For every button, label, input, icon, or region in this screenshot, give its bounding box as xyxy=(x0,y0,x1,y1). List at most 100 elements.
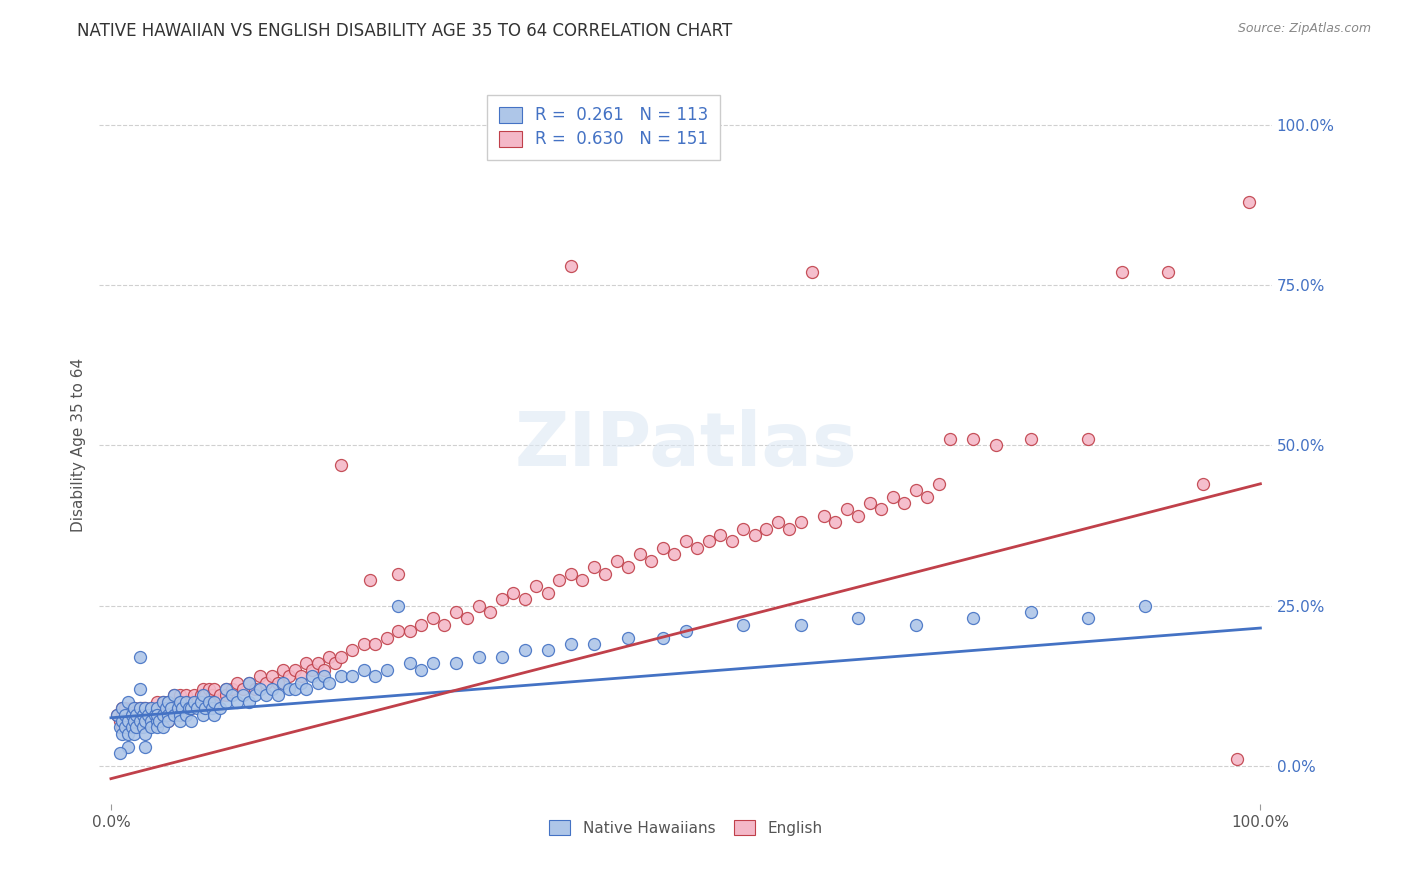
Point xyxy=(125,714,148,728)
Point xyxy=(260,681,283,696)
Point xyxy=(174,707,197,722)
Point xyxy=(617,560,640,574)
Point xyxy=(290,669,312,683)
Point xyxy=(191,689,214,703)
Point xyxy=(122,707,145,722)
Point xyxy=(456,611,478,625)
Point xyxy=(202,695,225,709)
Point xyxy=(166,695,188,709)
Point xyxy=(163,689,186,703)
Point xyxy=(1019,605,1042,619)
Point xyxy=(141,714,163,728)
Point xyxy=(191,695,214,709)
Point xyxy=(111,714,134,728)
Text: Source: ZipAtlas.com: Source: ZipAtlas.com xyxy=(1237,22,1371,36)
Point xyxy=(675,624,697,639)
Point xyxy=(342,669,364,683)
Point xyxy=(387,624,409,639)
Point xyxy=(177,695,200,709)
Point xyxy=(183,689,205,703)
Point xyxy=(155,701,177,715)
Point xyxy=(835,502,858,516)
Point xyxy=(141,720,163,734)
Point xyxy=(146,714,169,728)
Point xyxy=(524,579,547,593)
Point xyxy=(744,528,766,542)
Point xyxy=(858,496,880,510)
Point xyxy=(824,515,846,529)
Point xyxy=(157,707,180,722)
Point xyxy=(128,714,150,728)
Point xyxy=(114,720,136,734)
Y-axis label: Disability Age 35 to 64: Disability Age 35 to 64 xyxy=(72,359,86,533)
Point xyxy=(232,681,254,696)
Point xyxy=(121,701,143,715)
Point xyxy=(312,669,335,683)
Point xyxy=(628,547,651,561)
Point xyxy=(134,739,156,754)
Point xyxy=(548,573,571,587)
Point xyxy=(146,720,169,734)
Point xyxy=(323,657,346,671)
Point xyxy=(606,554,628,568)
Point xyxy=(122,701,145,715)
Point xyxy=(226,695,249,709)
Point xyxy=(444,657,467,671)
Point xyxy=(846,611,869,625)
Point xyxy=(571,573,593,587)
Point xyxy=(651,631,673,645)
Point xyxy=(152,695,174,709)
Point xyxy=(329,669,352,683)
Point xyxy=(169,714,191,728)
Point xyxy=(962,611,984,625)
Point xyxy=(117,695,139,709)
Point xyxy=(686,541,709,555)
Point xyxy=(180,701,202,715)
Point xyxy=(146,695,169,709)
Point xyxy=(136,707,159,722)
Point xyxy=(537,643,560,657)
Point xyxy=(301,669,323,683)
Point xyxy=(197,695,219,709)
Point xyxy=(157,714,180,728)
Point xyxy=(238,695,260,709)
Point xyxy=(163,707,186,722)
Point xyxy=(232,689,254,703)
Point xyxy=(177,701,200,715)
Point xyxy=(221,681,243,696)
Point xyxy=(813,508,835,523)
Point xyxy=(375,631,398,645)
Point xyxy=(128,707,150,722)
Point xyxy=(136,707,159,722)
Point xyxy=(105,707,128,722)
Point xyxy=(191,681,214,696)
Point xyxy=(284,663,307,677)
Point xyxy=(146,701,169,715)
Point xyxy=(134,727,156,741)
Point xyxy=(387,599,409,613)
Point xyxy=(1226,752,1249,766)
Point xyxy=(105,707,128,722)
Point xyxy=(422,611,444,625)
Point xyxy=(260,669,283,683)
Point xyxy=(1019,432,1042,446)
Point xyxy=(183,695,205,709)
Point xyxy=(307,657,329,671)
Point xyxy=(128,649,150,664)
Point xyxy=(159,701,181,715)
Point xyxy=(134,701,156,715)
Point xyxy=(134,714,156,728)
Point xyxy=(186,695,208,709)
Point xyxy=(1157,265,1180,279)
Point xyxy=(172,701,194,715)
Point xyxy=(215,681,238,696)
Point xyxy=(111,727,134,741)
Point xyxy=(202,681,225,696)
Point xyxy=(915,490,938,504)
Point xyxy=(180,695,202,709)
Text: NATIVE HAWAIIAN VS ENGLISH DISABILITY AGE 35 TO 64 CORRELATION CHART: NATIVE HAWAIIAN VS ENGLISH DISABILITY AG… xyxy=(77,22,733,40)
Point xyxy=(117,720,139,734)
Point xyxy=(157,707,180,722)
Point xyxy=(111,720,134,734)
Point xyxy=(295,657,318,671)
